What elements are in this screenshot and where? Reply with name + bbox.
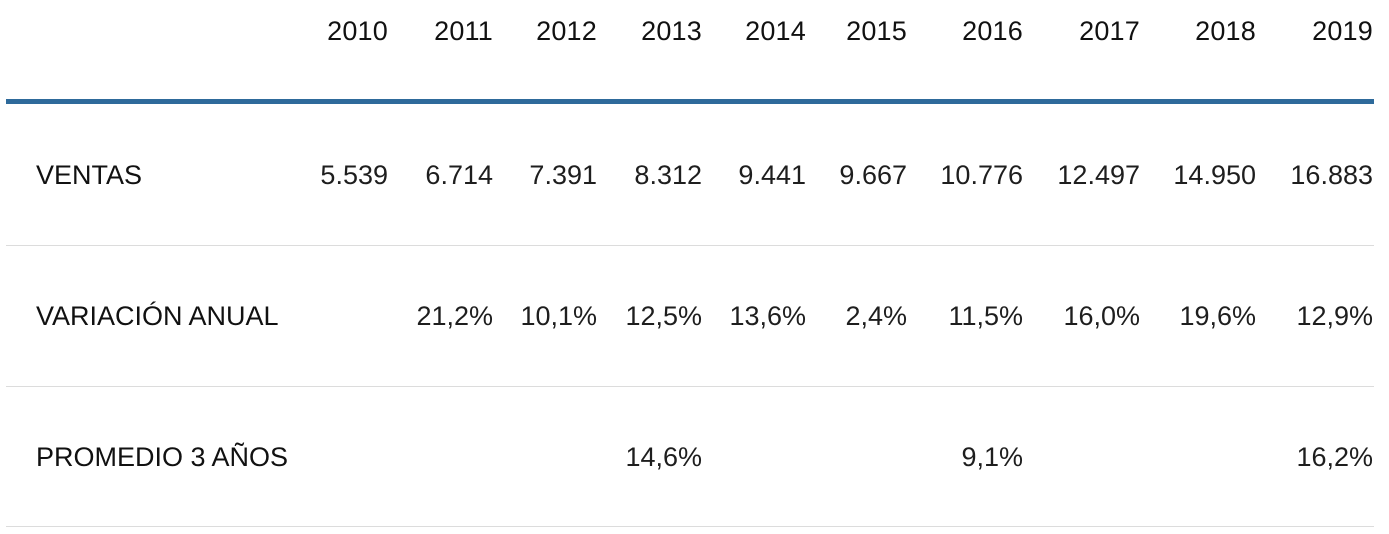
year-header: 2019	[1312, 16, 1373, 46]
table-cell: 7.391	[529, 160, 597, 190]
table-row: VARIACIÓN ANUAL 21,2% 10,1% 12,5% 13,6% …	[0, 300, 1389, 334]
table-cell: 21,2%	[416, 301, 493, 331]
row-divider	[6, 245, 1374, 246]
table-row: VENTAS 5.539 6.714 7.391 8.312 9.441 9.6…	[0, 159, 1389, 193]
table-cell: 16,0%	[1063, 301, 1140, 331]
row-label: VENTAS	[36, 160, 143, 190]
header-divider	[6, 99, 1374, 104]
year-header: 2015	[846, 16, 907, 46]
year-header: 2013	[641, 16, 702, 46]
row-divider	[6, 386, 1374, 387]
table-cell: 14.950	[1173, 160, 1256, 190]
table-cell: 12,5%	[625, 301, 702, 331]
table-cell: 10.776	[940, 160, 1023, 190]
table-cell: 9.667	[839, 160, 907, 190]
year-header: 2017	[1079, 16, 1140, 46]
table-cell: 13,6%	[729, 301, 806, 331]
table-cell: 11,5%	[948, 301, 1023, 331]
year-header: 2016	[962, 16, 1023, 46]
table-cell: 5.539	[320, 160, 388, 190]
table-cell: 19,6%	[1179, 301, 1256, 331]
table-cell: 12.497	[1057, 160, 1140, 190]
table-cell: 6.714	[425, 160, 493, 190]
table-cell: 12,9%	[1296, 301, 1373, 331]
row-label: PROMEDIO 3 AÑOS	[36, 442, 289, 472]
table-cell: 9.441	[738, 160, 806, 190]
table-cell: 2,4%	[845, 301, 907, 331]
table-cell: 16.883	[1290, 160, 1373, 190]
table-cell: 14,6%	[625, 442, 702, 472]
row-label: VARIACIÓN ANUAL	[36, 301, 279, 331]
year-header: 2012	[536, 16, 597, 46]
table-cell: 9,1%	[961, 442, 1023, 472]
table-cell: 8.312	[634, 160, 702, 190]
year-header: 2011	[434, 16, 493, 46]
year-header: 2010	[327, 16, 388, 46]
table-row: PROMEDIO 3 AÑOS 14,6% 9,1% 16,2%	[0, 441, 1389, 475]
row-divider	[6, 526, 1374, 527]
header-row: 2010 2011 2012 2013 2014 2015 2016 2017 …	[0, 15, 1389, 49]
table-cell: 10,1%	[520, 301, 597, 331]
year-header: 2018	[1195, 16, 1256, 46]
table-cell: 16,2%	[1296, 442, 1373, 472]
year-header: 2014	[745, 16, 806, 46]
